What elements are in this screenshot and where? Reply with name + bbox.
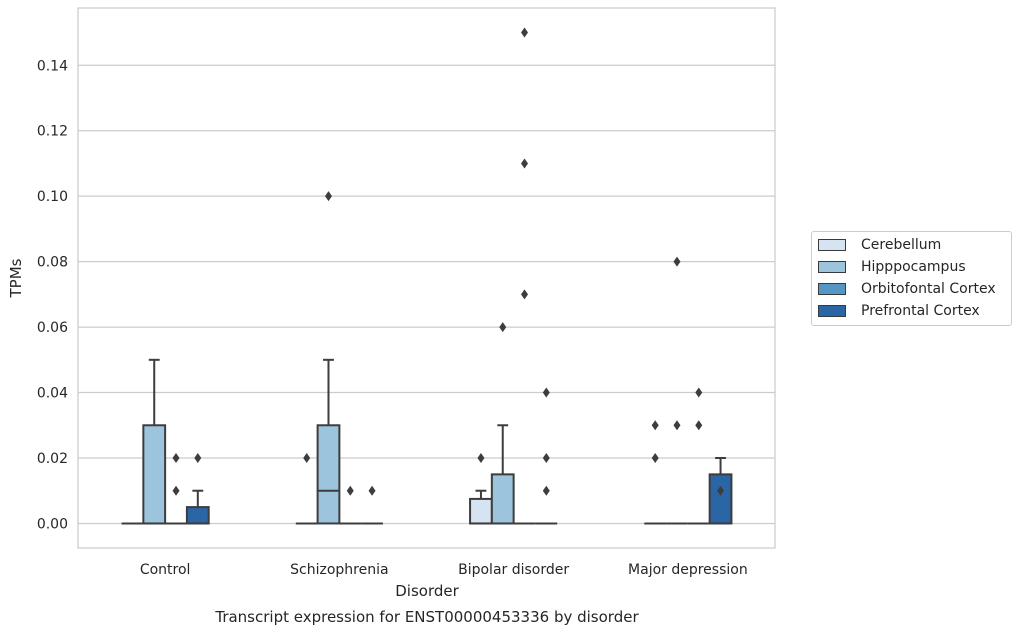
box-orbitofontal-cortex: [165, 453, 187, 525]
outlier-point: [673, 256, 681, 267]
plot-area-frame: [77, 7, 776, 549]
box-prefrontal-cortex: [535, 387, 558, 525]
box-body: [490, 473, 515, 525]
outlier-point: [172, 485, 180, 496]
legend-item-cerebellum: Cerebellum: [818, 235, 941, 255]
box-prefrontal-cortex: [361, 485, 383, 525]
x-tick-label: Control: [140, 562, 191, 578]
box-hipppocampus: [666, 256, 688, 525]
outlier-point: [542, 453, 550, 463]
legend-label: Hipppocampus: [861, 259, 966, 275]
x-tick-label: Schizophrenia: [290, 562, 388, 578]
y-tick-label: 0.06: [37, 320, 68, 336]
legend-swatch: [818, 283, 846, 295]
outlier-point: [695, 420, 703, 431]
box-orbitofontal-cortex: [513, 27, 536, 525]
outlier-point: [521, 27, 529, 38]
box-hipppocampus: [142, 358, 167, 525]
legend-label: Orbitofontal Cortex: [861, 281, 996, 297]
legend-label: Cerebellum: [861, 237, 942, 253]
x-axis-ticks: Control Schizophrenia Bipolar disorder Majo…: [140, 562, 748, 578]
outlier-point: [651, 453, 659, 463]
outlier-point: [695, 387, 703, 398]
box-cerebellum: [295, 453, 318, 525]
box-hipppocampus: [316, 191, 341, 525]
y-tick-label: 0.04: [37, 386, 68, 402]
x-tick-label: Major depression: [628, 562, 748, 578]
box-prefrontal-cortex: [708, 457, 733, 525]
y-tick-label: 0.02: [37, 451, 68, 467]
y-tick-label: 0.10: [37, 189, 68, 205]
outlier-point: [521, 158, 529, 169]
outlier-point: [324, 191, 332, 202]
legend-item-orbitofrontal-cortex: Orbitofontal Cortex: [818, 279, 996, 299]
box-hipppocampus: [490, 322, 515, 525]
outlier-point: [346, 485, 354, 496]
box-cerebellum: [469, 453, 493, 525]
outlier-point: [542, 485, 550, 496]
outlier-point: [303, 453, 311, 463]
outlier-point: [499, 322, 507, 333]
legend: Cerebellum Hipppocampus Orbitofontal Cor…: [811, 231, 1012, 326]
y-tick-label: 0.12: [37, 124, 68, 140]
box-orbitofontal-cortex: [687, 387, 710, 525]
outlier-point: [673, 420, 681, 431]
outlier-point: [368, 485, 376, 496]
x-tick-label: Bipolar disorder: [458, 562, 569, 578]
box-orbitofontal-cortex: [339, 485, 362, 525]
legend-swatch: [818, 239, 846, 251]
x-axis-label: Disorder: [395, 582, 459, 600]
outlier-point: [651, 420, 659, 431]
outlier-point: [194, 453, 202, 463]
box-body: [469, 497, 493, 525]
y-tick-label: 0.00: [37, 516, 68, 532]
box-prefrontal-cortex: [185, 453, 210, 525]
outlier-point: [542, 387, 550, 398]
box-body: [142, 424, 167, 525]
y-tick-label: 0.14: [37, 58, 68, 74]
legend-label: Prefrontal Cortex: [861, 303, 980, 319]
y-axis-ticks: 0.00 0.02 0.04 0.06 0.08 0.10 0.12 0.14: [37, 58, 68, 532]
y-tick-label: 0.08: [37, 255, 68, 271]
legend-item-hippocampus: Hipppocampus: [818, 257, 966, 277]
outlier-point: [477, 453, 485, 463]
y-axis-label: TPMs: [7, 258, 25, 298]
outlier-point: [521, 289, 529, 300]
box-body: [708, 473, 733, 525]
gridlines: [78, 64, 775, 525]
box-body: [185, 506, 210, 525]
box-body: [316, 424, 341, 525]
boxes: [121, 27, 733, 525]
outlier-point: [717, 485, 725, 496]
box-cerebellum: [644, 420, 667, 525]
legend-item-prefrontal-cortex: Prefrontal Cortex: [818, 301, 980, 321]
legend-swatch: [818, 305, 846, 317]
outlier-point: [172, 453, 180, 463]
legend-swatch: [818, 261, 846, 273]
chart-caption: Transcript expression for ENST0000045333…: [214, 608, 639, 626]
